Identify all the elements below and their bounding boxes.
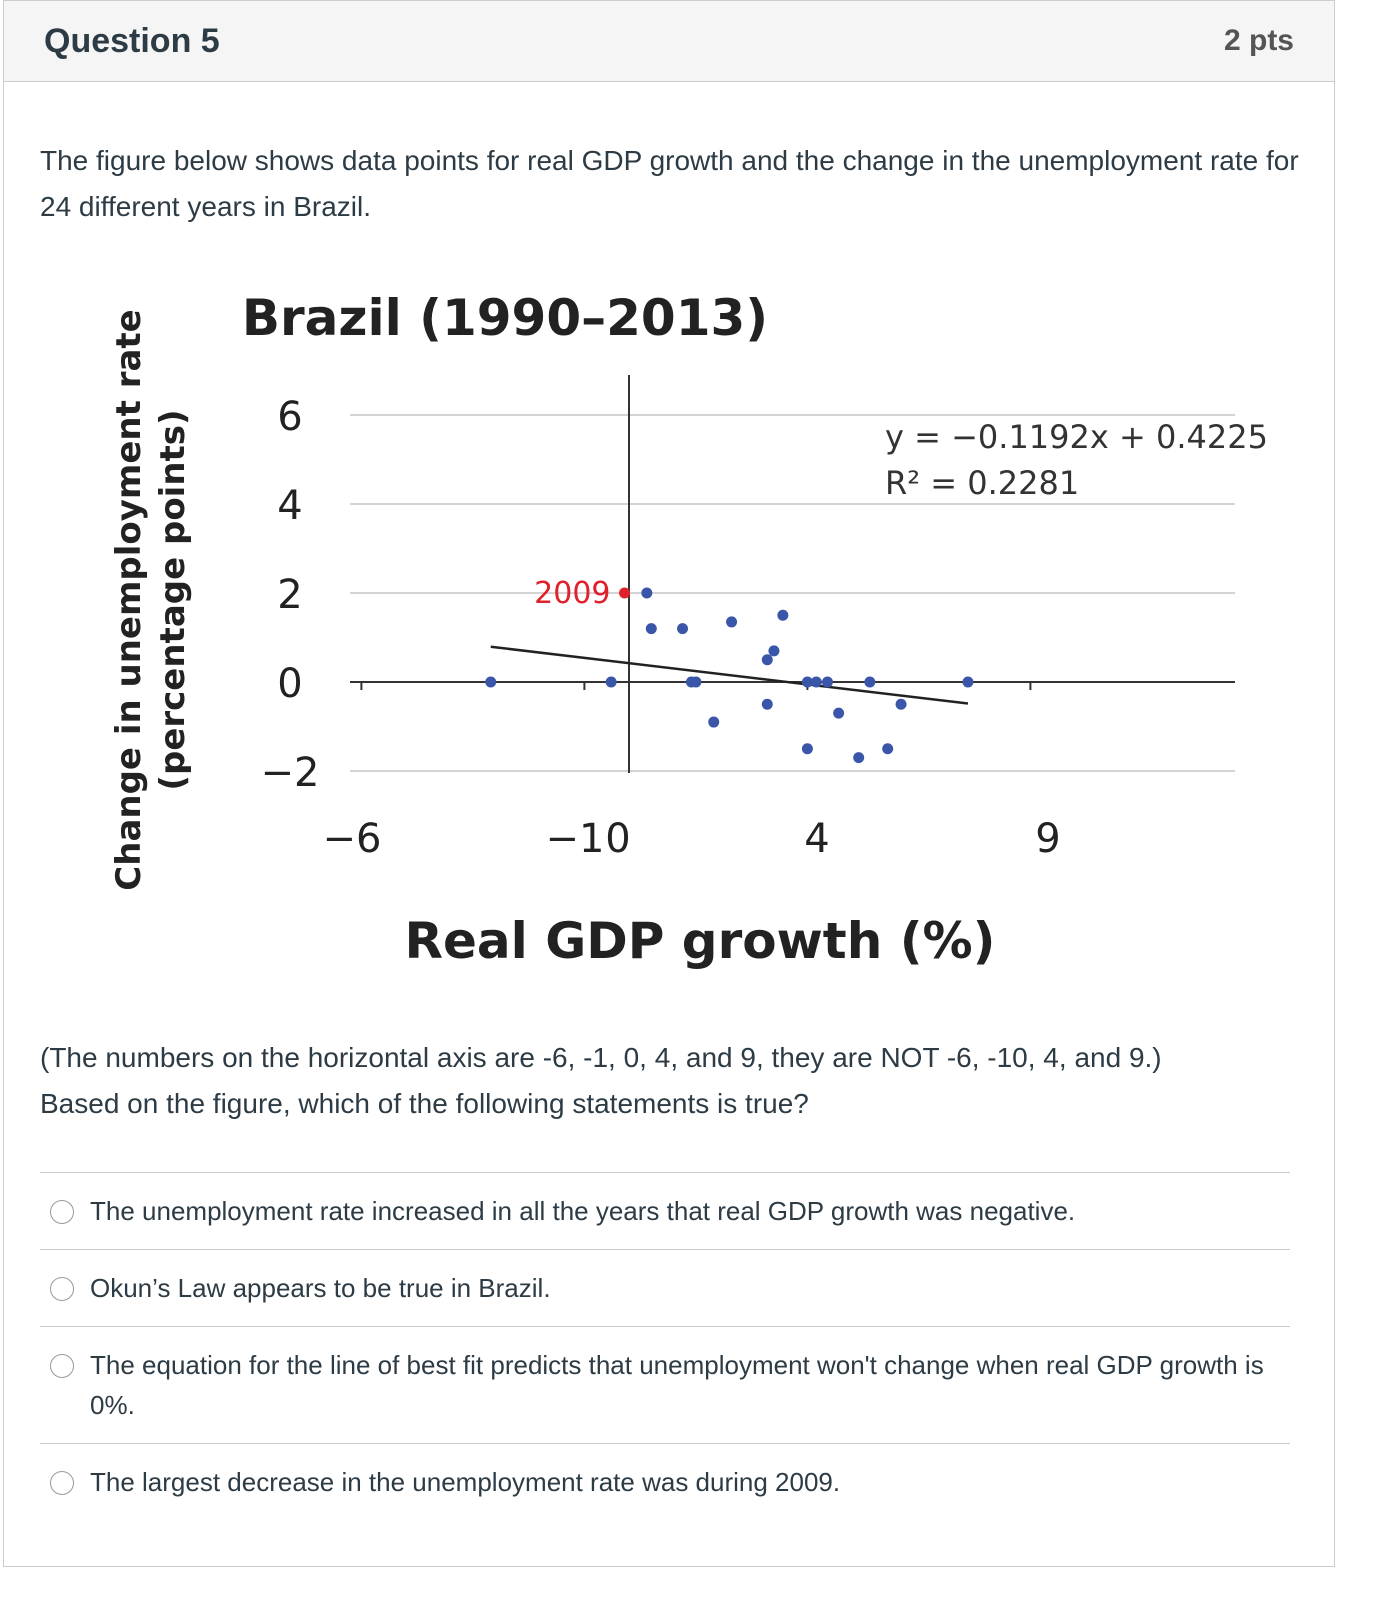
y-tick-label: 4 bbox=[277, 483, 302, 529]
answer-label: The largest decrease in the unemployment… bbox=[90, 1467, 841, 1497]
question-points: 2 pts bbox=[1223, 24, 1294, 57]
answer-option[interactable]: The equation for the line of best fit pr… bbox=[40, 1326, 1290, 1443]
y-tick-label: 0 bbox=[277, 661, 302, 707]
trendline-r2: R² = 0.2281 bbox=[885, 464, 1079, 502]
data-point bbox=[801, 743, 813, 755]
question-prompt: The figure below shows data points for r… bbox=[40, 145, 1299, 222]
answer-list: The unemployment rate increased in all t… bbox=[40, 1172, 1290, 1520]
answer-label: The equation for the line of best fit pr… bbox=[90, 1350, 1264, 1420]
data-point bbox=[777, 609, 789, 621]
data-point bbox=[645, 623, 657, 635]
question-header: Question 5 2 pts bbox=[4, 1, 1334, 82]
answer-label: The unemployment rate increased in all t… bbox=[90, 1196, 1076, 1226]
data-point bbox=[833, 707, 845, 719]
radio-button[interactable] bbox=[50, 1354, 74, 1378]
y-tick-label: −2 bbox=[261, 750, 320, 796]
y-axis-label: Change in unemployment rate bbox=[109, 309, 149, 890]
data-point bbox=[801, 676, 813, 688]
x-tick-label: 9 bbox=[1035, 816, 1060, 862]
y-tick-label: 2 bbox=[277, 572, 302, 618]
x-tick-label: 4 bbox=[804, 816, 829, 862]
answer-label: Okun’s Law appears to be true in Brazil. bbox=[90, 1273, 551, 1303]
data-point bbox=[708, 716, 720, 728]
x-tick-label: −1 bbox=[546, 816, 605, 862]
data-point bbox=[485, 676, 497, 688]
question-title: Question 5 bbox=[44, 21, 220, 60]
highlight-label: 2009 bbox=[534, 576, 610, 611]
radio-button[interactable] bbox=[50, 1277, 74, 1301]
data-point bbox=[768, 645, 780, 657]
answer-option[interactable]: The largest decrease in the unemployment… bbox=[40, 1443, 1290, 1520]
trendline bbox=[490, 645, 969, 705]
data-point bbox=[821, 676, 833, 688]
answer-option[interactable]: The unemployment rate increased in all t… bbox=[40, 1172, 1290, 1249]
chart-title: Brazil (1990–2013) bbox=[242, 289, 768, 347]
data-point bbox=[882, 743, 894, 755]
data-point bbox=[853, 752, 865, 764]
data-point bbox=[810, 676, 822, 688]
axis-note: (The numbers on the horizontal axis are … bbox=[40, 1042, 1162, 1073]
question-card: Question 5 2 pts bbox=[3, 0, 1335, 1567]
highlight-point-2009 bbox=[619, 587, 631, 599]
data-point bbox=[605, 676, 617, 688]
data-point bbox=[690, 676, 702, 688]
data-point bbox=[864, 676, 876, 688]
y-axis-label-units: (percentage points) bbox=[153, 409, 193, 790]
data-point bbox=[962, 676, 974, 688]
x-tick-label: 0 bbox=[605, 816, 630, 862]
data-point bbox=[677, 623, 689, 635]
y-tick-label: 6 bbox=[277, 394, 302, 440]
data-point bbox=[761, 698, 773, 710]
radio-button[interactable] bbox=[50, 1471, 74, 1495]
x-tick-label: −6 bbox=[323, 816, 382, 862]
radio-button[interactable] bbox=[50, 1200, 74, 1224]
answer-option[interactable]: Okun’s Law appears to be true in Brazil. bbox=[40, 1249, 1290, 1326]
data-point bbox=[726, 616, 738, 628]
data-point bbox=[761, 654, 773, 666]
scatter-chart: Brazil (1990–2013) Change in unemploymen… bbox=[109, 289, 1268, 970]
trendline-equation: y = −0.1192x + 0.4225 bbox=[885, 418, 1268, 456]
data-point bbox=[895, 698, 907, 710]
data-point bbox=[641, 587, 653, 599]
question-stem: Based on the figure, which of the follow… bbox=[40, 1088, 809, 1119]
x-axis-label: Real GDP growth (%) bbox=[405, 912, 996, 970]
